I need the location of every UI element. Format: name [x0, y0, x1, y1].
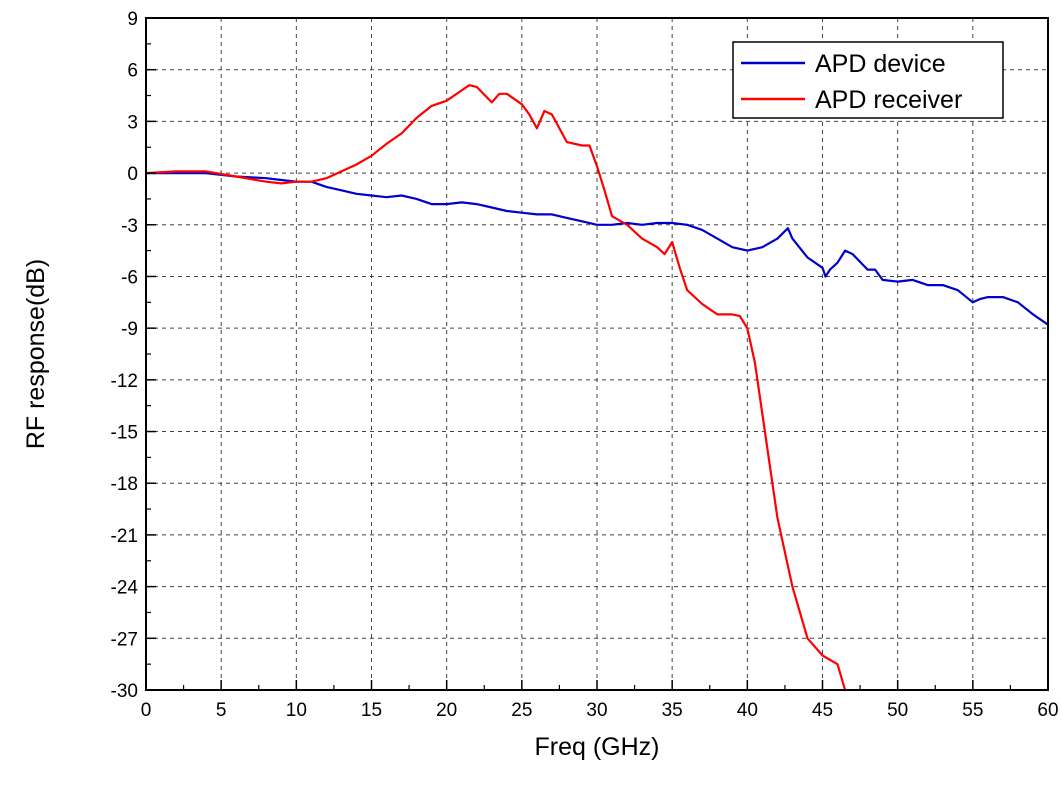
x-tick-label: 20 [436, 700, 457, 721]
legend-label-apd-device: APD device [815, 50, 946, 78]
x-tick-label: 15 [361, 700, 382, 721]
y-tick-label: -6 [121, 267, 138, 288]
y-tick-label: 9 [127, 9, 138, 30]
y-tick-label: 6 [127, 61, 138, 82]
y-axis-title: RF response(dB) [22, 259, 50, 449]
y-tick-label: -15 [111, 423, 138, 444]
y-tick-label: -30 [111, 681, 138, 702]
plot-series [144, 84, 1050, 692]
axis-ticks [145, 17, 1049, 691]
x-tick-label: 0 [141, 700, 152, 721]
y-tick-label: -21 [111, 526, 138, 547]
legend: APD device APD receiver [732, 41, 1004, 119]
tick-labels: 0 5 10 15 20 25 30 35 40 45 50 55 609630-3-6-9-12-15… [111, 9, 1059, 721]
x-axis-title: Freq (GHz) [535, 733, 660, 761]
legend-box [732, 41, 1004, 119]
y-tick-label: -27 [111, 629, 138, 650]
y-tick-label: -24 [111, 578, 139, 599]
series-line-apd-device [144, 172, 1050, 326]
x-tick-label: 45 [812, 700, 833, 721]
x-tick-label: 35 [662, 700, 683, 721]
y-tick-label: 3 [127, 112, 138, 133]
y-tick-label: -12 [111, 371, 138, 392]
grid-lines [146, 18, 1048, 690]
x-tick-label: 25 [511, 700, 532, 721]
x-tick-label: 50 [887, 700, 908, 721]
series-line-apd-receiver [144, 84, 847, 692]
legend-label-apd-receiver: APD receiver [815, 86, 962, 114]
x-tick-label: 10 [286, 700, 307, 721]
x-tick-label: 55 [962, 700, 983, 721]
y-tick-label: -3 [121, 216, 138, 237]
x-tick-label: 5 [216, 700, 227, 721]
x-tick-label: 30 [586, 700, 607, 721]
y-tick-label: -9 [121, 319, 138, 340]
x-tick-label: 60 [1037, 700, 1058, 721]
x-tick-label: 40 [737, 700, 758, 721]
y-tick-label: -18 [111, 474, 138, 495]
y-tick-label: 0 [127, 164, 138, 185]
